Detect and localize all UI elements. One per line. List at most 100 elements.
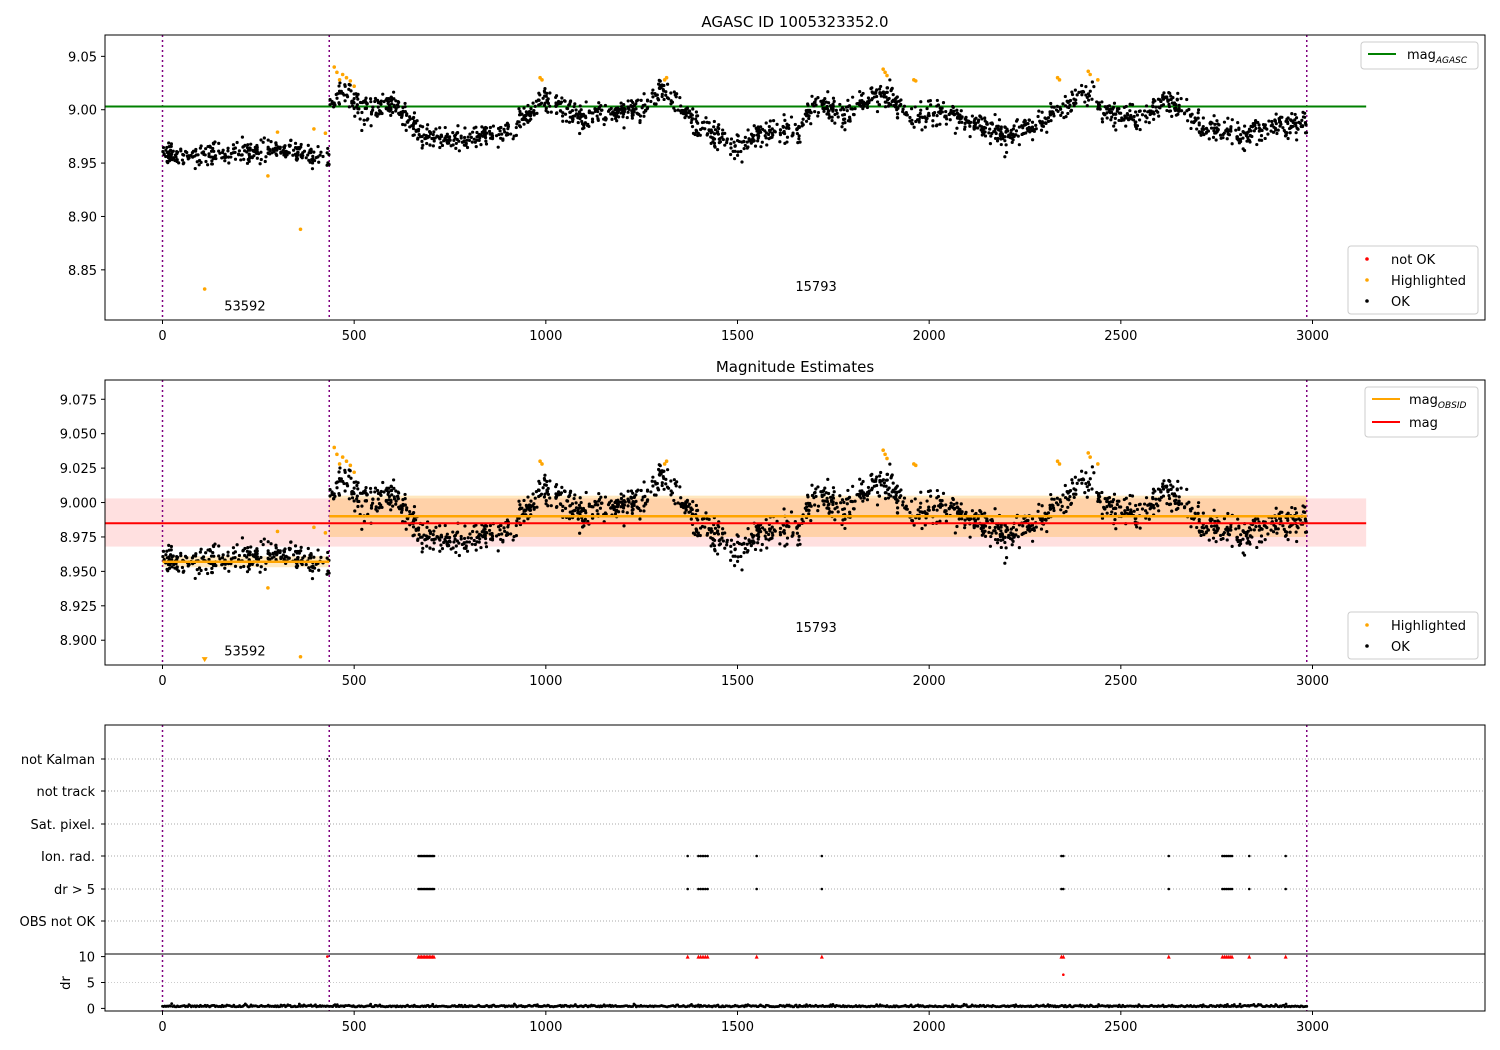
ok-point xyxy=(427,529,432,533)
ok-point xyxy=(1245,541,1249,545)
ok-point xyxy=(705,531,710,536)
ok-point xyxy=(1052,114,1056,118)
ok-point xyxy=(308,148,312,153)
ok-point xyxy=(630,508,634,512)
ok-point xyxy=(1174,507,1178,512)
ok-point xyxy=(337,102,342,106)
ok-point xyxy=(1182,506,1187,510)
ok-point xyxy=(1294,511,1299,515)
ok-point xyxy=(968,134,972,139)
ok-point xyxy=(196,153,200,157)
ok-point xyxy=(791,131,795,135)
ok-point xyxy=(721,539,725,543)
ok-point xyxy=(392,103,396,107)
ok-point xyxy=(243,149,247,153)
ok-point xyxy=(1003,535,1007,539)
ok-point xyxy=(910,122,915,126)
ok-point xyxy=(514,125,518,130)
highlighted-point xyxy=(337,78,342,82)
ok-point xyxy=(1064,115,1068,119)
ok-point xyxy=(1157,509,1161,513)
ok-point xyxy=(171,554,175,558)
ok-point xyxy=(760,542,764,547)
ok-point xyxy=(664,93,668,97)
ok-point xyxy=(1003,135,1007,139)
ok-point xyxy=(641,103,645,108)
ok-point xyxy=(1283,534,1288,538)
ok-point xyxy=(1257,129,1261,133)
ok-point xyxy=(371,105,375,109)
ok-point xyxy=(161,549,166,553)
ok-point xyxy=(611,110,615,114)
ok-point xyxy=(451,546,455,550)
ok-point xyxy=(1012,534,1017,538)
ok-point xyxy=(870,488,874,492)
ok-point xyxy=(797,534,801,538)
ok-point xyxy=(1138,127,1142,132)
ok-point xyxy=(999,130,1003,134)
ok-point xyxy=(1222,120,1227,124)
ok-point xyxy=(1117,118,1121,123)
ok-point xyxy=(690,125,695,129)
ok-point xyxy=(306,143,310,147)
ok-point xyxy=(988,127,992,131)
ok-point xyxy=(332,104,336,109)
ok-point xyxy=(651,484,655,488)
ok-point xyxy=(428,131,433,136)
ok-point xyxy=(1049,112,1053,117)
ok-point xyxy=(1113,121,1117,125)
ok-point xyxy=(823,499,827,503)
ok-point xyxy=(990,121,994,125)
ok-point xyxy=(365,118,369,122)
ok-point xyxy=(899,98,903,102)
ok-point xyxy=(418,535,423,539)
ok-point xyxy=(357,107,361,111)
ok-point xyxy=(1066,111,1070,116)
ok-point xyxy=(1064,509,1068,514)
ok-point xyxy=(909,499,914,503)
ok-point xyxy=(597,101,601,105)
ok-point xyxy=(1111,107,1115,111)
ok-point xyxy=(583,509,587,513)
ok-point xyxy=(1182,112,1187,116)
ok-point xyxy=(299,142,303,147)
ok-point xyxy=(1177,495,1181,499)
ok-point xyxy=(622,503,627,507)
ok-point xyxy=(338,466,342,470)
ok-point xyxy=(888,78,892,82)
ok-point xyxy=(687,510,691,514)
ok-point xyxy=(814,103,818,107)
ok-point xyxy=(1072,97,1076,101)
ok-point xyxy=(554,95,558,100)
ok-point xyxy=(355,483,359,488)
ok-point xyxy=(465,549,470,553)
ok-point xyxy=(1241,136,1245,140)
ok-point xyxy=(894,493,898,497)
ok-point xyxy=(1072,104,1076,108)
ok-point xyxy=(453,537,457,541)
ok-point xyxy=(733,554,737,558)
ok-point xyxy=(622,106,626,110)
ok-point xyxy=(364,499,369,503)
ok-point xyxy=(1286,136,1290,141)
ok-point xyxy=(988,544,993,548)
ok-point xyxy=(1301,115,1306,119)
ok-point xyxy=(713,144,717,148)
legend-subscript: OBSID xyxy=(1438,401,1467,411)
ok-point xyxy=(1068,103,1072,107)
ok-point xyxy=(487,528,492,533)
ok-point xyxy=(927,114,931,118)
ok-point xyxy=(543,86,547,91)
ok-point xyxy=(281,553,285,557)
ok-point xyxy=(925,499,929,503)
ok-point xyxy=(974,524,978,528)
ok-point xyxy=(474,145,478,149)
ok-point xyxy=(953,112,957,116)
ok-point xyxy=(729,538,734,542)
ok-point xyxy=(545,479,549,484)
ok-point xyxy=(377,112,382,116)
highlighted-point xyxy=(323,131,328,136)
ok-point xyxy=(865,105,870,110)
ok-point xyxy=(998,132,1002,137)
ok-point xyxy=(1281,524,1285,528)
